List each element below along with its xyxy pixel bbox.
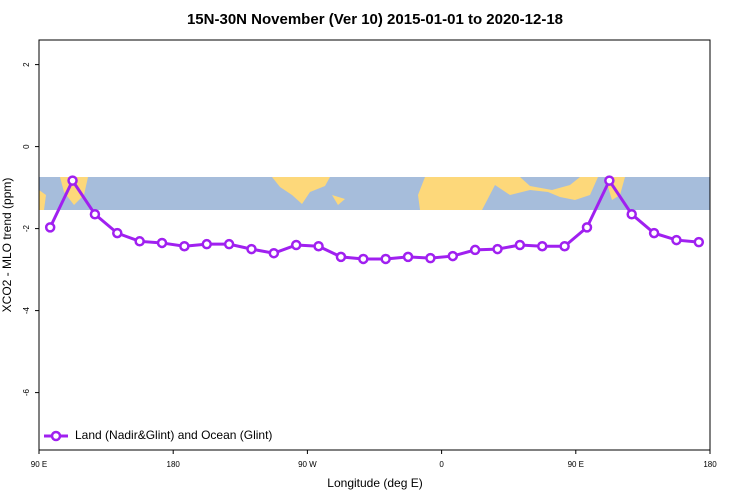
point	[67, 175, 78, 186]
point	[44, 222, 56, 233]
point	[268, 247, 280, 259]
point	[425, 252, 436, 264]
x-tick-label: 90 E	[568, 460, 584, 469]
point	[112, 227, 123, 239]
y-tick-label: 2	[22, 62, 31, 67]
x-axis-label: Longitude (deg E)	[327, 476, 422, 490]
x-tick-label: 180	[703, 460, 717, 469]
x-tick-label: 90 W	[298, 460, 317, 469]
point	[179, 240, 190, 252]
point	[537, 240, 548, 252]
point	[156, 237, 168, 249]
point	[313, 240, 324, 252]
point	[201, 238, 212, 250]
point	[559, 240, 570, 252]
x-tick-label: 0	[439, 460, 444, 469]
point	[290, 239, 302, 251]
point	[246, 243, 257, 255]
point	[514, 239, 526, 251]
y-axis-label: XCO2 - MLO trend (ppm)	[0, 178, 14, 313]
point	[134, 236, 145, 247]
point	[380, 253, 391, 265]
point	[604, 175, 615, 186]
point	[581, 222, 593, 233]
x-tick-label: 90 E	[31, 460, 47, 469]
point	[447, 250, 459, 262]
point	[402, 251, 414, 263]
chart-title: 15N-30N November (Ver 10) 2015-01-01 to …	[187, 11, 563, 28]
point	[223, 238, 235, 250]
point	[693, 236, 705, 248]
point	[469, 244, 481, 256]
legend-label: Land (Nadir&Glint) and Ocean (Glint)	[75, 428, 272, 442]
point	[671, 234, 682, 246]
x-tick-label: 180	[167, 460, 181, 469]
legend-marker	[50, 430, 62, 442]
point	[626, 209, 637, 220]
y-tick-label: -4	[22, 306, 31, 314]
map-band	[39, 177, 710, 210]
y-tick-label: 0	[22, 144, 31, 149]
y-tick-label: -2	[22, 224, 31, 232]
point	[89, 209, 101, 220]
point	[358, 253, 369, 265]
point	[335, 251, 347, 263]
plot-frame	[38, 39, 711, 451]
point	[492, 243, 503, 255]
point	[648, 227, 660, 239]
y-tick-label: -6	[22, 388, 31, 396]
